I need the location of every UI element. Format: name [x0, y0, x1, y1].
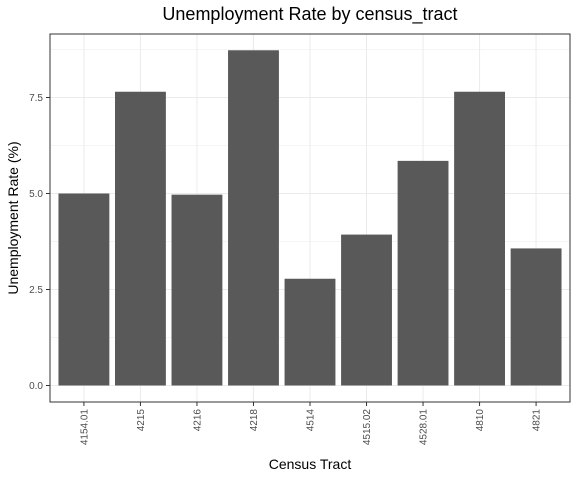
y-tick-label: 0.0	[29, 381, 43, 392]
x-tick-label: 4810	[475, 409, 486, 432]
x-tick-label: 4821	[532, 409, 543, 432]
x-axis-title: Census Tract	[269, 456, 352, 472]
bar	[58, 194, 109, 386]
x-tick-label: 4218	[249, 409, 260, 432]
bar	[454, 92, 505, 386]
bar	[285, 279, 336, 386]
x-tick-label: 4515.02	[362, 409, 373, 446]
x-axis: 4154.01 4215 4216 4218 4514 4515.02 4528.01 481…	[79, 402, 542, 445]
y-tick-label: 5.0	[29, 189, 43, 200]
x-tick-label: 4216	[192, 409, 203, 432]
bar	[511, 248, 562, 385]
x-tick-label: 4514	[306, 409, 317, 432]
y-tick-label: 2.5	[29, 285, 43, 296]
x-tick-label: 4215	[136, 409, 147, 432]
y-tick-label: 7.5	[29, 93, 43, 104]
x-tick-label: 4154.01	[79, 409, 90, 446]
y-axis: 0.0 2.5 5.0 7.5	[29, 93, 50, 392]
bar	[172, 195, 223, 386]
bar	[398, 161, 449, 386]
y-axis-title: Unemployment Rate (%)	[5, 141, 21, 294]
bar	[228, 50, 279, 385]
x-tick-label: 4528.01	[419, 409, 430, 446]
bar	[115, 92, 166, 386]
bar	[341, 235, 392, 386]
